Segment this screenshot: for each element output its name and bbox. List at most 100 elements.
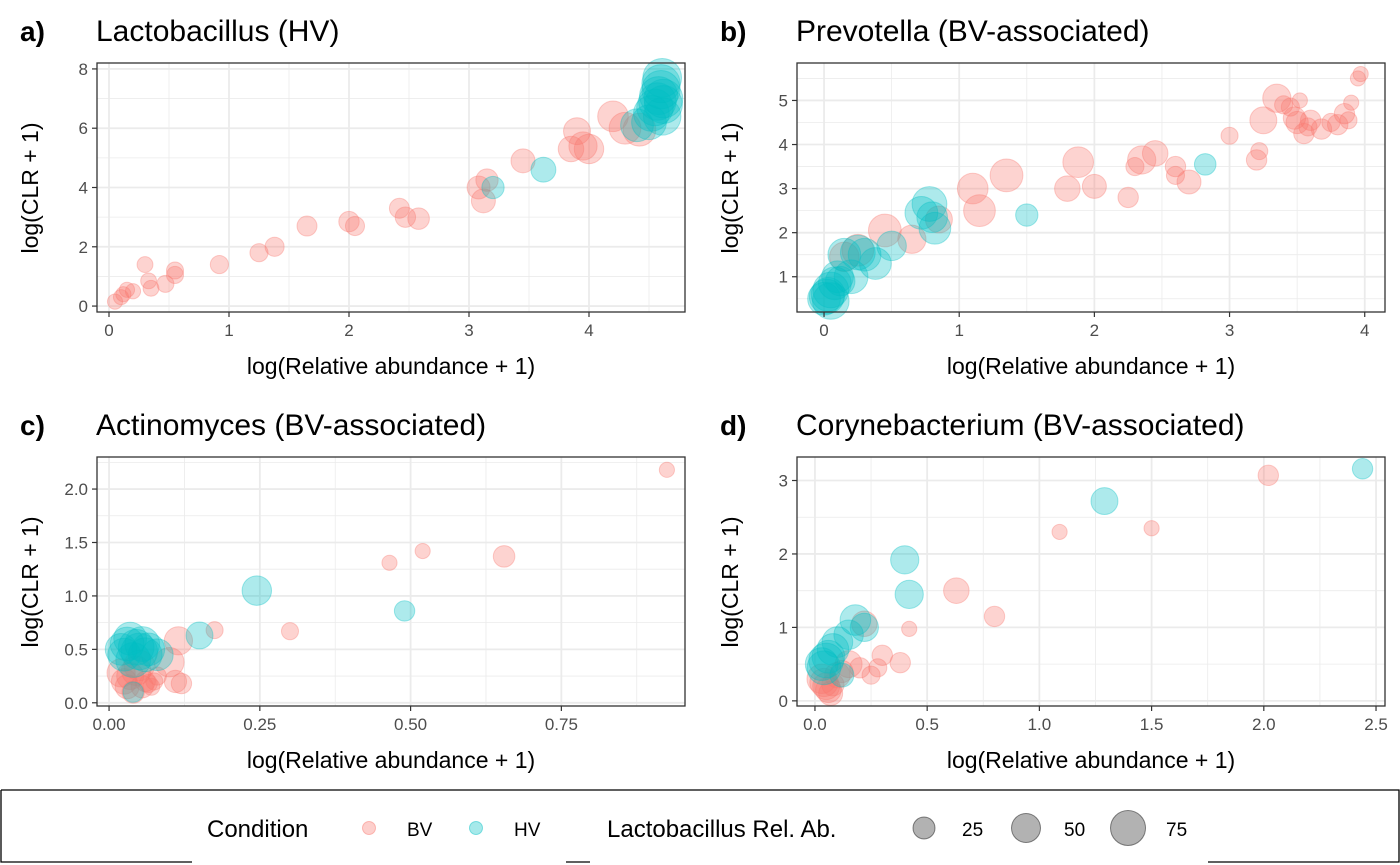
plot-background	[97, 457, 685, 706]
data-point-hv	[636, 88, 674, 127]
data-point-bv	[868, 658, 888, 678]
data-point-bv	[1125, 157, 1145, 177]
data-point-bv	[120, 655, 152, 686]
plot-border	[796, 456, 1386, 707]
legend-key-bv	[362, 821, 376, 835]
y-tick-label: 2	[779, 545, 788, 564]
data-point-bv	[1164, 155, 1187, 178]
legend-box	[0, 789, 1400, 863]
data-point-bv	[1062, 146, 1094, 178]
data-point-bv	[110, 668, 138, 695]
data-point-hv	[833, 619, 864, 650]
data-point-bv	[809, 667, 839, 698]
x-tick-label: 2	[344, 321, 353, 340]
data-point-hv	[911, 186, 948, 222]
plot-area: 0 1 2 3 4 0 2 4 6 8	[79, 57, 686, 340]
data-point-bv	[170, 672, 193, 695]
plot-border	[796, 62, 1386, 313]
data-point-hv	[1351, 458, 1374, 480]
data-point-bv	[142, 677, 161, 696]
data-point-hv	[642, 57, 683, 98]
y-tick-label: 2	[779, 224, 788, 243]
data-point-hv	[916, 201, 948, 234]
data-point-hv	[890, 545, 920, 575]
data-point-hv	[641, 69, 681, 110]
data-point-bv	[1293, 122, 1315, 145]
data-point-bv	[815, 676, 842, 704]
data-point-bv	[812, 672, 841, 701]
data-point-hv	[859, 247, 892, 280]
data-point-hv	[918, 211, 952, 245]
data-point-hv	[620, 108, 654, 143]
data-point-hv	[104, 632, 138, 666]
data-point-hv	[804, 647, 839, 682]
data-point-bv	[154, 646, 185, 678]
data-point-bv	[156, 274, 175, 293]
x-axis-title: log(Relative abundance + 1)	[247, 353, 535, 379]
legend-key-hv	[469, 821, 483, 835]
y-axis-title: log(CLR + 1)	[17, 122, 43, 253]
data-point-bv	[1141, 140, 1169, 167]
y-tick-label: 3	[779, 180, 788, 199]
data-point-hv	[825, 265, 856, 297]
data-point-bv	[608, 111, 642, 145]
data-point-bv	[1245, 149, 1268, 171]
x-axis-title: log(Relative abundance + 1)	[247, 747, 535, 773]
data-point-hv	[821, 626, 854, 658]
data-point-hv	[806, 650, 842, 686]
data-point-bv	[414, 542, 431, 560]
data-point-bv	[830, 659, 854, 684]
data-point-hv	[641, 64, 681, 104]
data-point-bv	[867, 213, 902, 248]
x-tick-label: 0	[104, 321, 113, 340]
x-tick-label: 0.00	[93, 715, 126, 734]
data-point-bv	[1220, 126, 1239, 145]
plot-border	[96, 456, 686, 707]
data-point-hv	[808, 278, 845, 315]
panel-tag: d)	[720, 410, 746, 441]
x-tick-label: 3	[464, 321, 473, 340]
x-tick-label: 0.5	[915, 715, 939, 734]
data-point-hv	[1090, 487, 1119, 516]
data-point-bv	[1262, 83, 1292, 113]
data-point-bv	[983, 605, 1006, 628]
x-tick-label: 1	[224, 321, 233, 340]
data-point-bv	[407, 207, 430, 230]
data-point-hv	[812, 271, 850, 309]
data-point-hv	[127, 637, 163, 673]
panel-a: a) Lactobacillus (HV) 0 1 2 3 4 0 2 4 6 8 log(Rel…	[17, 15, 686, 379]
legend-size-label-50: 50	[1064, 820, 1085, 841]
data-point-hv	[829, 662, 855, 688]
data-point-bv	[849, 657, 871, 679]
y-tick-label: 0	[779, 692, 788, 711]
data-point-bv	[1349, 70, 1367, 87]
data-point-bv	[163, 626, 194, 656]
y-axis-title: log(CLR + 1)	[717, 516, 743, 647]
data-point-hv	[631, 104, 667, 141]
data-point-hv	[107, 637, 142, 672]
data-point-bv	[1291, 92, 1308, 109]
data-point-hv	[113, 621, 148, 656]
data-point-hv	[643, 84, 683, 125]
data-point-bv	[381, 554, 398, 571]
data-point-hv	[821, 260, 854, 294]
data-point-bv	[124, 283, 142, 300]
data-point-hv	[811, 282, 850, 320]
x-tick-label: 4	[584, 321, 593, 340]
data-point-bv	[901, 620, 918, 637]
x-tick-label: 1.5	[1140, 715, 1164, 734]
panel-b: b) Prevotella (BV-associated) 0 1 2 3 4 1 2 3 4 5…	[717, 15, 1386, 379]
data-point-bv	[130, 675, 154, 699]
y-tick-label: 3	[779, 472, 788, 491]
data-point-bv	[466, 175, 491, 200]
data-point-bv	[1333, 102, 1356, 125]
data-point-bv	[388, 197, 410, 219]
data-point-hv	[849, 612, 879, 643]
data-point-hv	[115, 642, 152, 678]
data-point-bv	[165, 265, 185, 284]
data-point-bv	[1274, 95, 1294, 115]
y-axis-title: log(CLR + 1)	[717, 122, 743, 253]
data-point-bv	[658, 461, 675, 478]
data-point-bv	[1298, 117, 1318, 137]
data-point-bv	[989, 158, 1024, 193]
